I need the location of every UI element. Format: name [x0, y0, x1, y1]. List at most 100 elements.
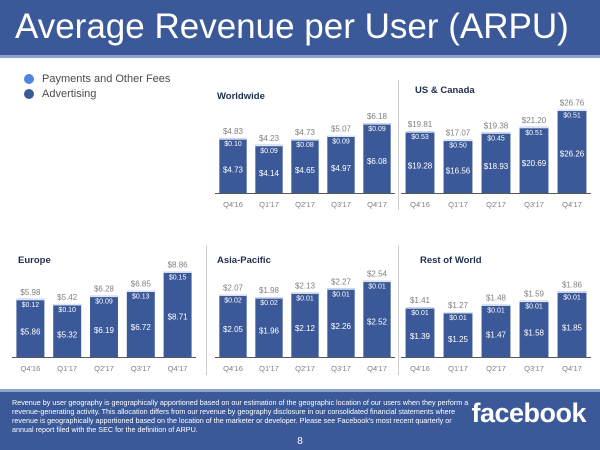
- bar-advertising: [481, 304, 511, 357]
- advertising-label: $16.56: [446, 166, 471, 175]
- x-tick-label: Q4'17: [562, 364, 582, 373]
- bar-payments: [219, 294, 247, 296]
- bar-advertising: [219, 138, 247, 193]
- total-label: $6.85: [131, 280, 152, 289]
- advertising-label: $2.05: [223, 325, 244, 334]
- bar-advertising: [519, 300, 549, 357]
- payments-label: $0.15: [169, 274, 187, 281]
- x-tick-label: Q1'17: [259, 200, 279, 209]
- advertising-label: $4.65: [295, 166, 316, 175]
- bar-payments: [126, 290, 155, 293]
- payments-label: $0.01: [563, 294, 581, 301]
- bar-advertising: [519, 126, 549, 193]
- bar-advertising: [557, 291, 587, 357]
- bar-advertising: [219, 294, 247, 357]
- x-tick-label: Q4'16: [410, 200, 430, 209]
- bar-advertising: [405, 131, 435, 193]
- panel-title: Asia-Pacific: [217, 255, 271, 266]
- payments-label: $0.02: [224, 297, 242, 304]
- payments-label: $0.09: [368, 126, 386, 133]
- total-label: $2.13: [295, 281, 316, 290]
- footer-divider: [0, 389, 600, 392]
- bar-payments: [405, 131, 435, 133]
- slide-header: Average Revenue per User (ARPU): [0, 0, 600, 55]
- x-tick-label: Q4'16: [21, 364, 41, 373]
- payments-label: $0.10: [58, 307, 76, 314]
- total-label: $17.07: [446, 129, 471, 138]
- total-label: $19.38: [484, 121, 509, 130]
- total-label: $6.18: [367, 112, 388, 121]
- payments-label: $0.12: [22, 302, 40, 309]
- x-tick-label: Q3'17: [524, 200, 544, 209]
- x-tick-label: Q4'16: [223, 200, 243, 209]
- x-tick-label: Q2'17: [486, 364, 506, 373]
- bar-payments: [90, 295, 118, 298]
- bar-payments: [405, 307, 435, 309]
- advertising-label: $5.32: [57, 330, 78, 339]
- advertising-label: $1.85: [562, 323, 583, 332]
- total-label: $4.23: [259, 134, 280, 143]
- payments-label: $0.51: [563, 113, 581, 120]
- advertising-label: $19.28: [408, 162, 433, 171]
- payments-label: $0.45: [487, 135, 505, 142]
- advertising-label: $26.26: [560, 150, 585, 159]
- advertising-label: $8.71: [168, 313, 189, 322]
- chart-legend: Payments and Other Fees Advertising: [24, 72, 170, 102]
- bar-advertising: [291, 292, 319, 357]
- total-label: $26.76: [560, 99, 585, 108]
- legend-swatch-payments: [24, 74, 34, 84]
- total-label: $19.81: [408, 120, 433, 129]
- bar-advertising: [327, 288, 355, 357]
- legend-label-advertising: Advertising: [42, 88, 97, 100]
- payments-label: $0.13: [132, 294, 150, 301]
- bar-advertising: [327, 135, 355, 193]
- x-tick-label: Q3'17: [131, 364, 151, 373]
- legend-swatch-advertising: [24, 89, 34, 99]
- x-tick-label: Q1'17: [448, 364, 468, 373]
- x-tick-label: Q3'17: [524, 364, 544, 373]
- advertising-label: $18.93: [484, 162, 509, 171]
- advertising-label: $4.97: [331, 164, 352, 173]
- bar-payments: [16, 298, 45, 301]
- panel-divider: [398, 80, 399, 210]
- total-label: $1.59: [524, 290, 545, 299]
- payments-label: $0.09: [95, 299, 113, 306]
- advertising-label: $4.14: [259, 169, 280, 178]
- total-label: $1.41: [410, 296, 431, 305]
- advertising-label: $5.86: [20, 328, 41, 337]
- header-divider: [0, 55, 600, 58]
- total-label: $2.54: [367, 270, 388, 279]
- x-tick-label: Q1'17: [259, 364, 279, 373]
- bar-payments: [519, 300, 549, 303]
- panel-title: Europe: [18, 255, 51, 266]
- bar-payments: [327, 288, 355, 290]
- total-label: $8.86: [168, 260, 189, 269]
- x-tick-label: Q4'16: [223, 364, 243, 373]
- page-title: Average Revenue per User (ARPU): [15, 7, 569, 46]
- total-label: $4.83: [223, 127, 244, 136]
- payments-label: $0.51: [525, 130, 543, 137]
- x-tick-label: Q2'17: [486, 200, 506, 209]
- bar-advertising: [363, 123, 391, 193]
- bar-payments: [363, 123, 391, 125]
- bar-payments: [481, 304, 511, 306]
- bar-advertising: [255, 144, 283, 193]
- total-label: $2.27: [331, 277, 352, 286]
- bar-advertising: [90, 295, 118, 357]
- advertising-label: $20.69: [522, 159, 547, 168]
- total-label: $4.73: [295, 128, 316, 137]
- legend-item-advertising: Advertising: [24, 87, 170, 101]
- disclaimer-text: Revenue by user geography is geographica…: [12, 398, 469, 434]
- total-label: $5.07: [331, 125, 352, 134]
- advertising-label: $1.39: [410, 332, 431, 341]
- bar-advertising: [16, 298, 45, 357]
- panel-divider: [206, 245, 207, 375]
- x-tick-label: Q4'17: [168, 364, 188, 373]
- advertising-label: $1.96: [259, 327, 280, 336]
- advertising-label: $6.08: [367, 157, 388, 166]
- legend-item-payments: Payments and Other Fees: [24, 72, 170, 86]
- x-tick-label: Q1'17: [57, 364, 77, 373]
- bar-advertising: [405, 307, 435, 357]
- advertising-label: $1.58: [524, 329, 545, 338]
